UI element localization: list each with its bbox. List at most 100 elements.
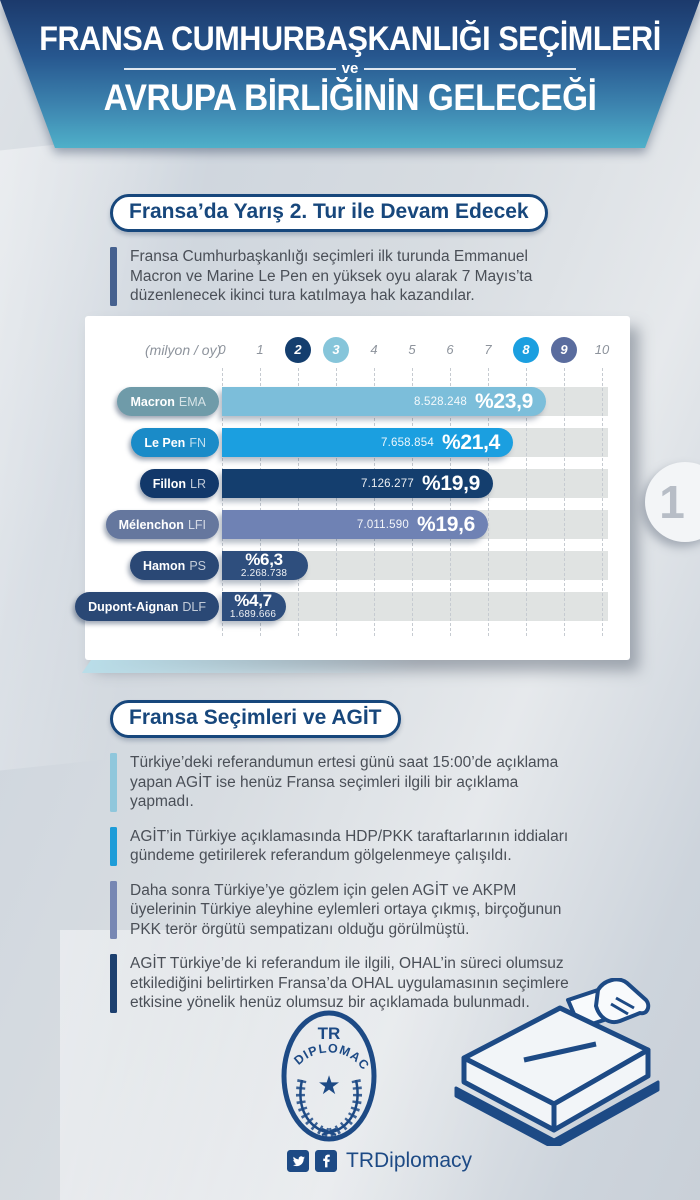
bar-dupontaignan: 1.689.666 %4,7	[222, 592, 286, 621]
bar-macron: 8.528.248 %23,9	[222, 387, 546, 416]
page-number-badge: 1	[645, 462, 700, 542]
candidate-name: Hamon	[142, 558, 186, 573]
header-banner: FRANSA CUMHURBAŞKANLIĞI SEÇİMLERİ ve AVR…	[0, 0, 700, 148]
chart-row-melenchon: 7.011.590 %19,6 Mélenchon LFI	[85, 510, 630, 539]
gridline	[260, 368, 261, 636]
paragraph: Fransa Cumhurbaşkanlığı seçimleri ilk tu…	[110, 247, 582, 306]
logo-text-tr: TR	[318, 1024, 341, 1043]
percent-value: %23,9	[474, 389, 533, 413]
bar-hamon: 2.268.738 %6,3	[222, 551, 308, 580]
gridline	[450, 368, 451, 636]
paragraph: Daha sonra Türkiye’ye gözlem için gelen …	[110, 880, 582, 940]
social-row: TRDiplomacy	[287, 1149, 472, 1173]
paragraph: AGİT Türkiye’de ki referandum ile ilgili…	[110, 954, 582, 1013]
gridline	[526, 368, 527, 636]
chart-card: (milyon / oy) 0 1 2 3 4 5 6 7 8 9 10 8.528.248 %23…	[75, 316, 630, 660]
paragraph-text: AGİT’in Türkiye açıklamasında HDP/PKK ta…	[130, 827, 569, 865]
axis-unit-label: (milyon / oy)	[145, 342, 222, 358]
gridline	[564, 368, 565, 636]
chart-row-fillon: 7.126.277 %19,9 Fillon LR	[85, 469, 630, 498]
candidate-pill: Le Pen FN	[131, 428, 219, 457]
trdiplomacy-logo-emblem: TR DIPLOMACY ★	[273, 995, 377, 1142]
paragraph: Türkiye’deki referandumun ertesi günü sa…	[110, 753, 582, 812]
gridline	[222, 368, 223, 636]
section-agit: Fransa Seçimleri ve AGİT Türkiye’deki re…	[110, 700, 582, 1013]
percent-value: %19,6	[416, 512, 475, 536]
chart-row-dupontaignan: 1.689.666 %4,7 Dupont-Aignan DLF	[75, 592, 630, 621]
party-code: EMA	[178, 394, 206, 409]
axis-tick-5: 5	[408, 342, 416, 357]
axis-tick-8: 8	[513, 337, 539, 363]
percent-value: %19,9	[421, 471, 480, 495]
section1-title-pill: Fransa’da Yarış 2. Tur ile Devam Edecek	[110, 194, 548, 232]
gridline	[336, 368, 337, 636]
chart-axis-row: (milyon / oy) 0 1 2 3 4 5 6 7 8 9 10	[85, 337, 630, 363]
votes-value: 8.528.248	[413, 395, 467, 408]
facebook-icon	[315, 1150, 337, 1172]
party-code: LFI	[187, 517, 206, 532]
paragraph-text: AGİT Türkiye’de ki referandum ile ilgili…	[130, 955, 569, 1012]
candidate-pill: Fillon LR	[139, 469, 219, 498]
section-first-round: Fransa’da Yarış 2. Tur ile Devam Edecek …	[110, 194, 582, 306]
header-title-line1: FRANSA CUMHURBAŞKANLIĞI SEÇİMLERİ	[39, 20, 661, 58]
header-title-line2: AVRUPA BİRLİĞİNİN GELECEĞİ	[103, 77, 597, 118]
votes-value: 1.689.666	[229, 609, 277, 620]
divider-ve-label: ve	[341, 60, 359, 77]
ballot-box-icon	[454, 977, 660, 1150]
bar-lepen: 7.658.854 %21,4	[222, 428, 513, 457]
twitter-icon	[287, 1150, 309, 1172]
chart-row-macron: 8.528.248 %23,9 Macron EMA	[85, 387, 630, 416]
ballot-box-illustration	[448, 977, 666, 1151]
candidate-pill: Macron EMA	[117, 387, 219, 416]
percent-value: %6,3	[245, 550, 283, 569]
paragraph-accent-bar	[110, 954, 117, 1013]
divider-line-left	[123, 67, 336, 70]
axis-tick-4: 4	[370, 342, 378, 357]
candidate-pill: Hamon PS	[129, 551, 219, 580]
paragraph-accent-bar	[110, 880, 117, 940]
gridline	[298, 368, 299, 636]
paragraph-text: Daha sonra Türkiye’ye gözlem için gelen …	[130, 881, 562, 938]
candidate-name: Dupont-Aignan	[88, 599, 179, 614]
chart-row-hamon: 2.268.738 %6,3 Hamon PS	[85, 551, 630, 580]
axis-tick-10: 10	[594, 342, 610, 357]
header-divider: ve	[0, 60, 700, 77]
candidate-name: Fillon	[152, 476, 187, 491]
party-code: FN	[189, 435, 206, 450]
gridline	[412, 368, 413, 636]
paragraph-text: Fransa Cumhurbaşkanlığı seçimleri ilk tu…	[130, 248, 533, 305]
gridline	[602, 368, 603, 636]
axis-tick-7: 7	[484, 342, 492, 357]
votes-value: 2.268.738	[240, 568, 288, 579]
paragraph-accent-bar	[110, 753, 117, 812]
trdiplomacy-logo: TR DIPLOMACY ★	[273, 995, 380, 1151]
party-code: PS	[189, 558, 206, 573]
paragraph-accent-bar	[110, 826, 117, 866]
social-handle: TRDiplomacy	[346, 1149, 473, 1172]
axis-tick-0: 0	[218, 342, 226, 357]
bar-track	[222, 592, 608, 621]
party-code: LR	[190, 476, 206, 491]
chart-row-lepen: 7.658.854 %21,4 Le Pen FN	[85, 428, 630, 457]
paragraph-text: Türkiye’deki referandumun ertesi günü sa…	[130, 754, 559, 811]
axis-tick-9: 9	[551, 337, 577, 363]
paragraph: AGİT’in Türkiye açıklamasında HDP/PKK ta…	[110, 826, 582, 866]
gridline	[374, 368, 375, 636]
candidate-name: Mélenchon	[118, 517, 184, 532]
axis-tick-6: 6	[446, 342, 454, 357]
candidate-name: Macron	[130, 394, 175, 409]
percent-value: %4,7	[234, 591, 272, 610]
bar-melenchon: 7.011.590 %19,6	[222, 510, 488, 539]
votes-value: 7.126.277	[360, 477, 414, 490]
logo-star-icon: ★	[317, 1070, 340, 1100]
axis-tick-1: 1	[256, 342, 264, 357]
candidate-name: Le Pen	[144, 435, 186, 450]
divider-line-right	[364, 67, 577, 70]
party-code: DLF	[182, 599, 206, 614]
candidate-pill: Mélenchon LFI	[105, 510, 219, 539]
percent-value: %21,4	[441, 430, 500, 454]
bar-fillon: 7.126.277 %19,9	[222, 469, 493, 498]
candidate-pill: Dupont-Aignan DLF	[75, 592, 219, 621]
axis-tick-2: 2	[285, 337, 311, 363]
